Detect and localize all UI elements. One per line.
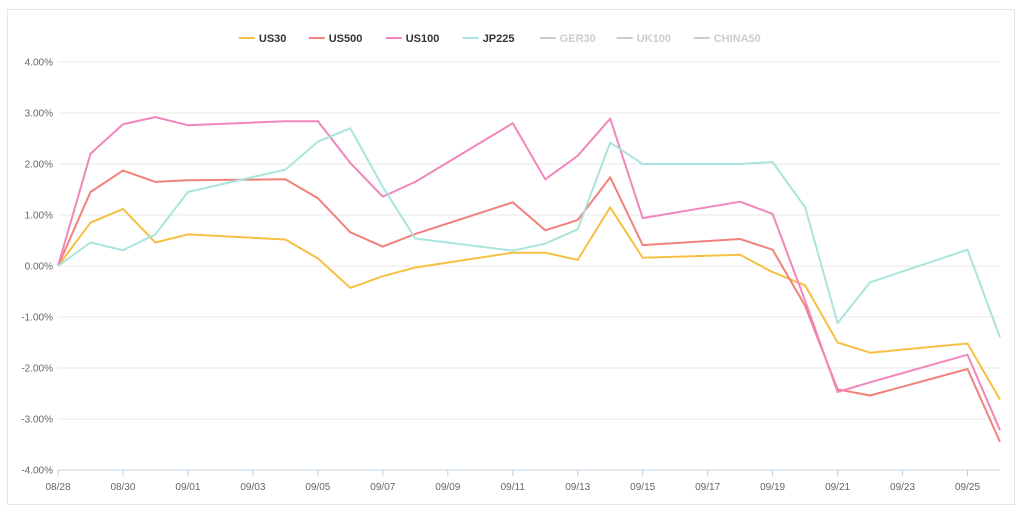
axes: 4.00% 3.00% 2.00% 1.00% 0.00% -1.00% -2.00% -3.… xyxy=(21,58,1000,493)
x-tick-label: 08/30 xyxy=(110,482,135,493)
legend-item-jp225[interactable]: JP225 xyxy=(462,33,515,45)
x-tick-label: 09/01 xyxy=(175,482,200,493)
x-tick-label: 09/13 xyxy=(565,482,590,493)
series-lines xyxy=(57,116,1001,443)
legend-item-uk100[interactable]: UK100 xyxy=(616,33,671,45)
x-tick-label: 09/11 xyxy=(501,482,526,493)
y-tick-label: 2.00% xyxy=(25,160,53,171)
legend-label: US100 xyxy=(406,33,440,45)
x-tick-label: 08/28 xyxy=(45,482,70,493)
legend-item-ger30[interactable]: GER30 xyxy=(539,33,596,45)
x-tick-label: 09/25 xyxy=(955,482,980,493)
legend-label: UK100 xyxy=(637,33,671,45)
x-tick-label: 09/05 xyxy=(305,482,330,493)
x-tick-label: 09/07 xyxy=(370,482,395,493)
legend-item-us30[interactable]: US30 xyxy=(238,33,287,45)
y-tick-label: -4.00% xyxy=(21,466,53,477)
x-tick-label: 09/03 xyxy=(240,482,265,493)
y-tick-label: 3.00% xyxy=(25,109,53,120)
y-tick-label: 1.00% xyxy=(25,211,53,222)
legend-label: CHINA50 xyxy=(714,33,761,45)
x-tick-label: 09/19 xyxy=(760,482,785,493)
x-tick-label: 09/15 xyxy=(630,482,655,493)
legend-label: JP225 xyxy=(483,33,515,45)
y-tick-label: 0.00% xyxy=(25,262,53,273)
legend-item-us500[interactable]: US500 xyxy=(308,33,363,45)
series-line-us100 xyxy=(57,116,1001,431)
chart-frame xyxy=(7,9,1015,505)
legend-item-us100[interactable]: US100 xyxy=(385,33,440,45)
y-tick-label: -2.00% xyxy=(21,364,53,375)
legend-item-china50[interactable]: CHINA50 xyxy=(693,33,761,45)
x-tick-label: 09/21 xyxy=(825,482,850,493)
legend-label: US30 xyxy=(259,33,287,45)
legend-label: US500 xyxy=(329,33,363,45)
series-line-jp225 xyxy=(57,127,1001,338)
y-tick-label: -3.00% xyxy=(21,415,53,426)
grid-lines xyxy=(58,61,1000,471)
series-line-us500 xyxy=(57,169,1001,443)
legend-label: GER30 xyxy=(560,33,596,45)
series-line-us30 xyxy=(57,206,1001,401)
x-tick-label: 09/23 xyxy=(890,482,915,493)
y-tick-label: 4.00% xyxy=(25,58,53,69)
y-tick-label: -1.00% xyxy=(21,313,53,324)
legend: US30 US500 US100 JP225 GER30 UK100 CHINA50 xyxy=(238,33,761,45)
x-tick-label: 09/09 xyxy=(435,482,460,493)
x-tick-label: 09/17 xyxy=(695,482,720,493)
